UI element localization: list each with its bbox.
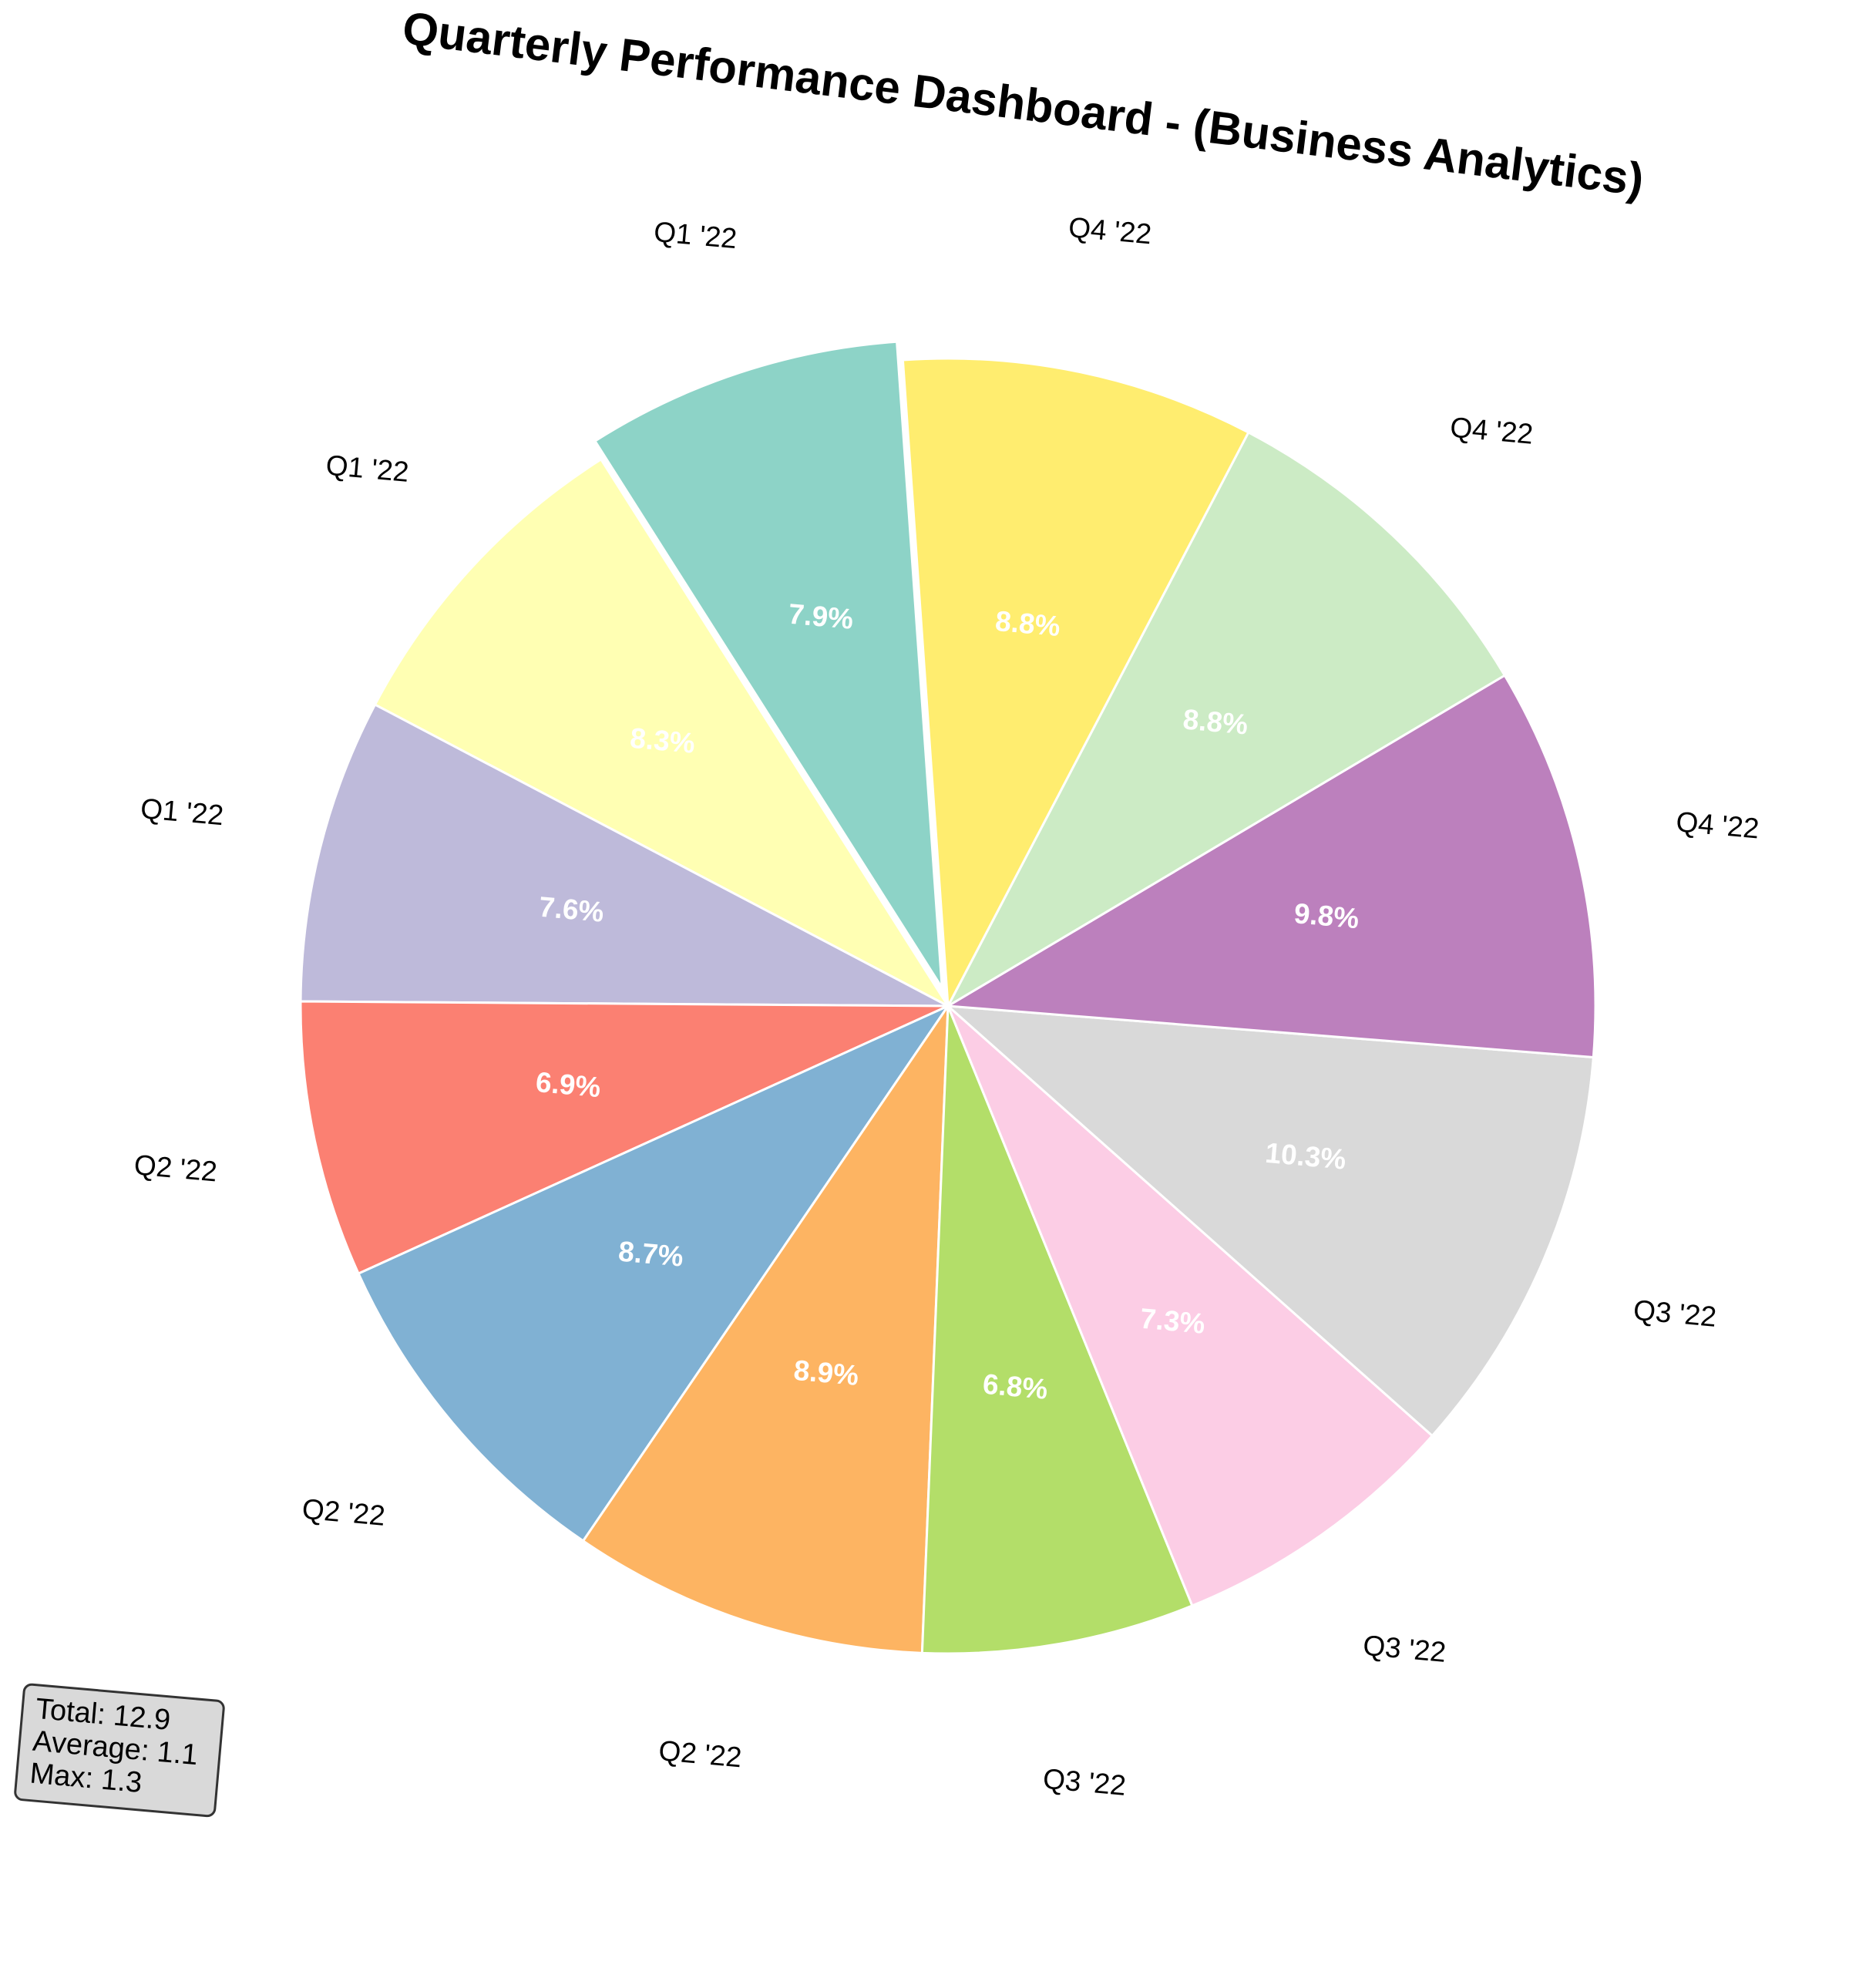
slice-category-label-10: Q4 '22 [1675,806,1760,844]
slice-category-label-4: Q2 '22 [133,1149,218,1187]
slice-percent-label-6: 8.9% [792,1354,860,1391]
pie-slice-1 [593,340,943,989]
category-labels-layer: Q1 '22 Q1 '22 Q1 '22 Q2 '22 Q2 '22 Q2 '22 Q3 '… [133,211,1760,1802]
pie-slice-3 [299,703,949,1008]
slice-percent-label-11: 8.8% [1182,703,1249,740]
stats-box-background [14,1683,225,1818]
pie-slice-6 [581,1001,950,1654]
slice-category-label-8: Q3 '22 [1362,1630,1447,1668]
pie-slice-2 [373,457,952,1009]
slice-percent-label-10: 9.8% [1293,897,1360,934]
slice-category-label-2: Q1 '22 [324,449,410,488]
pie-slice-10 [944,674,1597,1059]
stats-box: Total: 12.9Average: 1.1Max: 1.3 [14,1683,225,1818]
slice-category-label-1: Q1 '22 [653,216,738,254]
pie-slice-5 [357,1003,952,1543]
chart-title: Quarterly Performance Dashboard - (Busin… [400,2,1647,206]
slice-category-label-11: Q4 '22 [1449,411,1535,449]
pie-slice-11 [945,430,1507,1009]
slice-percent-label-8: 7.3% [1139,1303,1207,1340]
slice-category-label-7: Q3 '22 [1042,1763,1128,1802]
slice-category-label-3: Q1 '22 [140,792,225,831]
slice-category-label-6: Q2 '22 [657,1734,743,1773]
slice-category-label-9: Q3 '22 [1632,1294,1718,1333]
slice-category-label-5: Q2 '22 [301,1493,386,1532]
slice-percent-label-12: 8.8% [994,605,1062,642]
slice-category-label-12: Q4 '22 [1067,211,1153,250]
slices-layer [299,340,1597,1655]
slice-percent-label-9: 10.3% [1264,1137,1347,1176]
slice-percent-label-3: 7.6% [538,891,606,928]
pie-slice-9 [944,1004,1595,1438]
pie-slice-4 [299,1000,949,1276]
slice-percent-label-4: 6.9% [534,1066,602,1103]
pie-slice-12 [901,357,1250,1011]
percent-labels-layer: 7.9% 8.3% 7.6% 6.9% 8.7% 8.9% 6.8% 7.3% 10.3% 9.8… [534,598,1360,1405]
slice-percent-label-2: 8.3% [629,722,697,759]
pie-slice-8 [946,1004,1434,1607]
slice-percent-label-1: 7.9% [787,598,855,635]
slice-percent-label-7: 6.8% [981,1368,1049,1405]
pie-slice-7 [920,1005,1194,1655]
slice-percent-label-5: 8.7% [617,1236,685,1273]
